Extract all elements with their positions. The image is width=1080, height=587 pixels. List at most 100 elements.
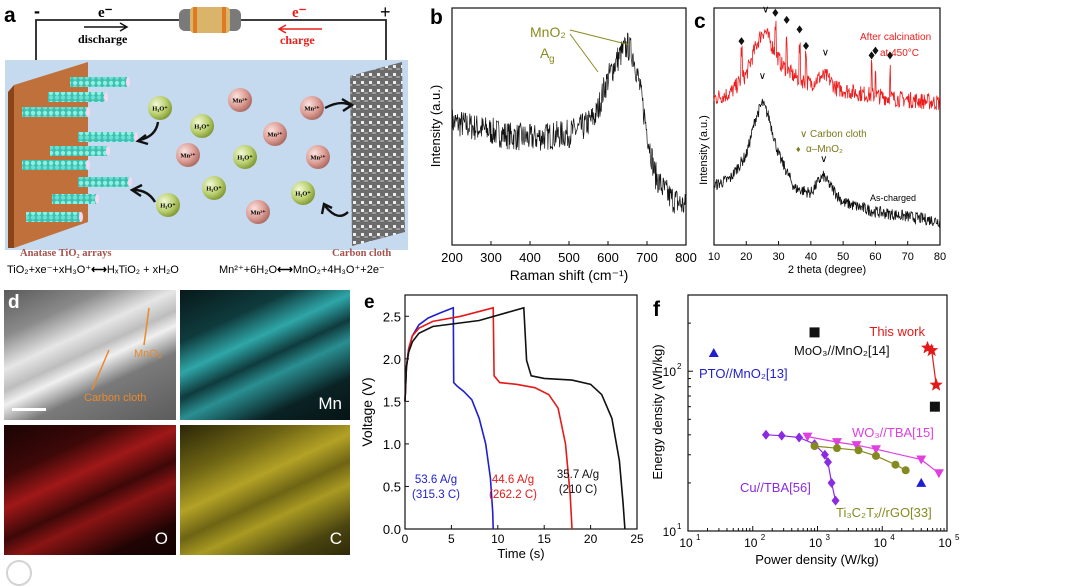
circuit-wire	[35, 19, 387, 72]
carbon-cloth-peak-marker: ∨	[759, 71, 766, 82]
mn-map-image: Mn	[180, 290, 350, 420]
y-tick-exponent: 1	[677, 522, 682, 531]
o-map-label: O	[154, 529, 168, 548]
hydronium-ion	[202, 176, 226, 200]
tio2-nanorod	[22, 160, 88, 170]
x-tick-label: 600	[597, 250, 619, 265]
tio2-nanorod	[48, 92, 106, 102]
panel-label-f: f	[653, 298, 661, 321]
x-tick-label: 10	[809, 536, 823, 550]
mno2-peak-marker	[796, 25, 803, 34]
x-tick-label: 50	[837, 251, 849, 263]
data-point	[871, 451, 880, 460]
cathode-equation: Mn²⁺+6H₂O⟷MnO₂+4H₃O⁺+2e⁻	[219, 264, 385, 276]
x-axis-label: Raman shift (cm⁻¹)	[510, 267, 629, 283]
x-tick-label: 0	[402, 532, 409, 546]
series-label-calcined-temp: at 450°C	[880, 48, 919, 59]
electron-label-left: e⁻	[98, 5, 113, 21]
manganese-ion	[228, 88, 252, 112]
ion-flow-arrows	[129, 97, 355, 218]
x-tick-label: 70	[902, 251, 914, 263]
tio2-nanorod	[78, 177, 130, 187]
sem-annotations	[12, 307, 150, 411]
minus-terminal: -	[34, 1, 40, 21]
x-tick-label: 80	[934, 251, 946, 263]
chart-c-xrd: 10 20 30 40 50 60 70 80 2 theta (degree) Intensit…	[694, 5, 946, 276]
legend-text-mno2: α–MnO₂	[806, 144, 843, 155]
data-point	[820, 449, 829, 460]
mno2-peak-marker	[738, 37, 745, 46]
x-tick-label: 300	[480, 250, 502, 265]
manganese-ion	[246, 200, 270, 224]
x-tick-label: 10	[938, 536, 952, 550]
y-tick-label: 0.0	[383, 522, 401, 537]
data-point	[708, 348, 719, 358]
tio2-nanorod	[50, 146, 108, 156]
panel-label-d: d	[8, 292, 20, 313]
y-tick-label: 10	[663, 365, 677, 379]
x-axis-label: Power density (W/kg)	[755, 552, 879, 567]
manganese-ion	[263, 122, 287, 146]
data-point	[870, 445, 881, 455]
plot-frame	[713, 7, 941, 246]
legend-text-carbon: Carbon cloth	[810, 129, 867, 140]
tio2-nanorod	[52, 194, 97, 204]
watermark-logo	[6, 560, 32, 586]
chart-e-gcd: 0 5 10 15 20 25 0.0 0.5 1.0 1.5 2.0 2.5 Time (s) Volt…	[359, 292, 644, 561]
plot-frame	[451, 7, 687, 246]
plot-frame	[687, 294, 948, 532]
x-axis-label: Time (s)	[497, 546, 544, 561]
charge-label: charge	[280, 33, 315, 47]
x-tick-exponent: 5	[955, 533, 960, 542]
cathode-caption: Carbon cloth	[332, 248, 391, 259]
hydronium-ion	[291, 181, 315, 205]
gcd-curve	[404, 306, 626, 530]
y-tick-label: 1.0	[383, 437, 401, 452]
hydronium-label: H₃O⁺	[160, 203, 176, 210]
x-tick-exponent: 2	[761, 533, 766, 542]
x-tick-label: 10	[744, 536, 758, 550]
plus-terminal: +	[380, 2, 391, 22]
tio2-nanorod	[70, 77, 128, 87]
series-label: WO₃//TBA[15]	[852, 425, 934, 440]
hydronium-label: H₃O⁺	[295, 191, 311, 198]
series-label: Ti₃C₂Tₓ//rGO[33]	[836, 505, 932, 520]
data-point	[777, 430, 786, 441]
electron-label-right: e⁻	[292, 5, 307, 21]
y-tick-label: 0.5	[383, 479, 401, 494]
legend-symbol-mno2: ♦	[796, 144, 801, 154]
panel-a-schematic: a - + e⁻ discharge e⁻ charge H₃O⁺H₃O⁺H₃O…	[4, 1, 408, 276]
carbon-cloth-annotation: Carbon cloth	[84, 392, 147, 404]
xrd-pattern-line	[713, 20, 941, 111]
gcd-curve	[404, 306, 494, 530]
discharge-arrow-icon	[84, 22, 129, 32]
carbon-cloth-electrode	[350, 62, 405, 246]
panel-label-b: b	[430, 6, 443, 29]
data-point	[810, 439, 819, 450]
mn-map-label: Mn	[318, 394, 342, 413]
carbon-cloth-peak-marker: ∨	[822, 47, 829, 58]
annotation-ag: A	[540, 45, 550, 61]
x-tick-label: 20	[740, 251, 752, 263]
x-tick-label: 60	[869, 251, 881, 263]
y-tick-label: 2.5	[383, 309, 401, 324]
o-map-image: O	[4, 425, 176, 555]
manganese-ion	[306, 145, 330, 169]
mno2-peak-marker	[772, 8, 779, 17]
manganese-ion	[300, 96, 324, 120]
manganese-label: Mn²⁺	[180, 153, 196, 160]
series-current-label: 53.6 A/g	[415, 474, 457, 486]
x-tick-label: 800	[675, 250, 697, 265]
c-map-image: C	[180, 425, 350, 555]
x-tick-label: 10	[874, 536, 888, 550]
x-tick-label: 40	[805, 251, 817, 263]
mno2-peak-marker	[872, 46, 879, 55]
x-tick-label: 500	[558, 250, 580, 265]
series-label: This work	[869, 324, 925, 339]
hydronium-label: H₃O⁺	[194, 124, 210, 131]
x-tick-exponent: 4	[890, 533, 895, 542]
y-tick-label: 2.0	[383, 352, 401, 367]
manganese-label: Mn²⁺	[250, 210, 266, 217]
series-label-calcined: After calcination	[860, 32, 931, 43]
